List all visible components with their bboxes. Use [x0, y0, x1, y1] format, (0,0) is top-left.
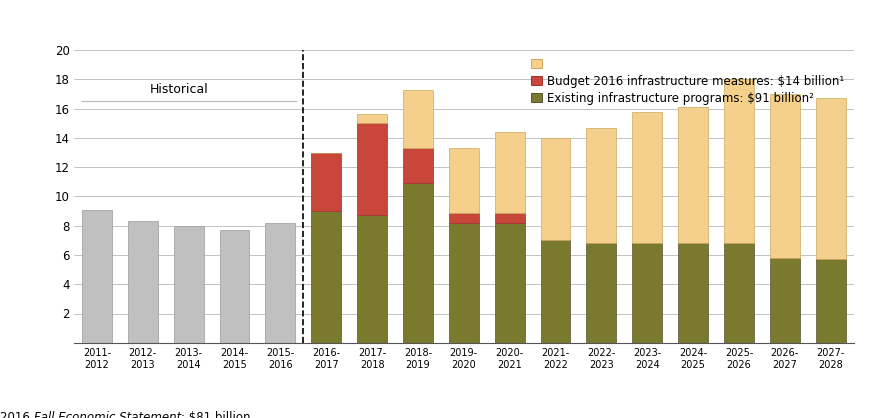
Bar — [770, 94, 800, 258]
Bar — [632, 243, 662, 343]
Bar — [816, 98, 846, 259]
Bar — [541, 240, 571, 343]
Bar — [724, 79, 753, 243]
Bar — [357, 123, 387, 216]
Bar — [679, 107, 708, 243]
Text: Fall Economic Statement: Fall Economic Statement — [34, 411, 181, 418]
Bar — [495, 223, 524, 343]
Bar — [311, 211, 341, 343]
Bar — [586, 243, 617, 343]
Bar — [632, 112, 662, 243]
Bar — [266, 223, 295, 343]
Bar — [357, 114, 387, 123]
Bar — [541, 138, 571, 240]
Bar — [586, 128, 617, 243]
Text: 2016: 2016 — [0, 411, 34, 418]
Bar — [219, 230, 249, 343]
Bar — [128, 221, 158, 343]
Bar — [403, 148, 433, 183]
Bar — [679, 243, 708, 343]
Bar — [770, 258, 800, 343]
Bar — [403, 90, 433, 148]
Bar — [311, 153, 341, 211]
Bar — [495, 212, 524, 223]
Bar — [816, 259, 846, 343]
Bar — [449, 148, 479, 212]
Bar — [449, 223, 479, 343]
Bar — [82, 210, 111, 343]
Text: Historical: Historical — [150, 83, 209, 96]
Legend: placeholder, Budget 2016 infrastructure measures: $14 billion¹, Existing infrast: placeholder, Budget 2016 infrastructure … — [531, 58, 844, 105]
Bar — [724, 243, 753, 343]
Bar — [174, 226, 204, 343]
Text: : $81 billion: : $81 billion — [181, 411, 250, 418]
Bar — [449, 212, 479, 223]
Bar — [357, 216, 387, 343]
Bar — [495, 132, 524, 212]
Bar — [403, 183, 433, 343]
